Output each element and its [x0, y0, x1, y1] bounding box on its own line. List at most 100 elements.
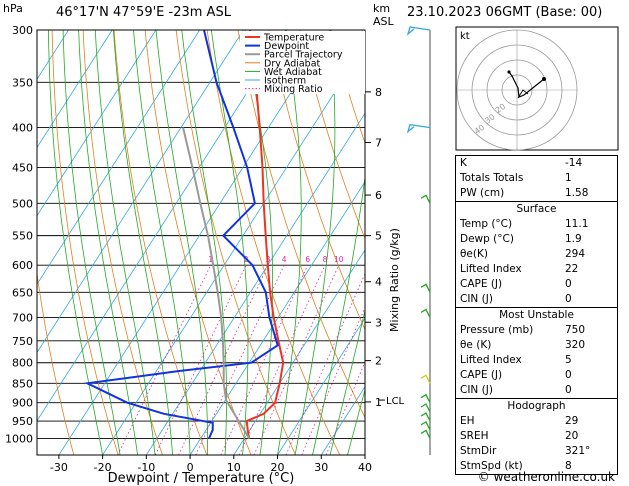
most-unstable-row: CIN (J) 0	[456, 383, 617, 398]
temp-tick-label: 20	[271, 461, 285, 474]
location-title: 46°17'N 47°59'E -23m ASL	[56, 5, 232, 20]
hodograph-stat-value: 321°	[565, 445, 591, 457]
wet-adiabat-line	[181, 30, 227, 455]
legend-label: Mixing Ratio	[264, 84, 323, 95]
surface-row: CAPE (J) 0	[456, 277, 617, 292]
pressure-tick-label: 1000	[5, 432, 33, 445]
mixing-ratio-line	[154, 265, 247, 455]
most-unstable-label: θe (K)	[460, 339, 492, 351]
legend-label: Isotherm	[264, 76, 306, 87]
most-unstable-row: CAPE (J) 0	[456, 368, 617, 383]
wind-barb	[420, 374, 431, 384]
surface-label: CAPE (J)	[460, 278, 503, 290]
hodograph-stat-row: StmDir 321°	[456, 444, 617, 459]
dry-adiabat-line	[268, 30, 365, 331]
isotherm-line	[145, 112, 365, 455]
credit-text: © weatheronline.co.uk	[477, 470, 615, 484]
surface-value: 294	[565, 248, 586, 260]
wet-adiabat-line	[62, 30, 121, 455]
most-unstable-label: CAPE (J)	[460, 369, 503, 381]
wet-adiabat-line	[347, 388, 365, 455]
surface-row: CIN (J) 0	[456, 292, 617, 307]
axes: 3003504004505005506006507007508008509009…	[5, 24, 405, 474]
profile-lines	[83, 30, 285, 439]
temp-tick-label: -30	[50, 461, 68, 474]
dry-adiabat-line	[51, 30, 119, 455]
surface-label: θe(K)	[460, 248, 488, 260]
km-label-bottom: ASL	[373, 15, 395, 28]
hodograph-stat-label: SREH	[460, 430, 489, 442]
datetime-title: 23.10.2023 06GMT (Base: 00)	[407, 5, 602, 20]
wet-adiabat-line	[78, 30, 138, 455]
surface-row: Dewp (°C) 1.9	[456, 232, 617, 247]
dry-adiabat-line	[82, 30, 163, 455]
dry-adiabat-line	[113, 30, 208, 455]
surface-value: 0	[565, 278, 572, 290]
temp-tick-label: 40	[358, 461, 372, 474]
x-axis-label: Dewpoint / Temperature (°C)	[108, 471, 295, 486]
surface-value: 22	[565, 263, 579, 275]
isotherm-line	[37, 30, 288, 422]
mixing-ratio-line	[253, 265, 340, 455]
legend-box	[240, 31, 365, 94]
surface-label: Lifted Index	[460, 263, 522, 275]
most-unstable-title: Most Unstable	[456, 307, 617, 323]
isotherm-line	[189, 180, 365, 455]
hodograph-table-title: Hodograph	[456, 398, 617, 414]
wet-adiabat-line	[312, 174, 365, 455]
km-tick-label: 5	[375, 230, 382, 243]
mixing-ratio-line	[238, 265, 326, 455]
surface-row: θe(K) 294	[456, 247, 617, 262]
mixing-ratio-line	[285, 272, 365, 455]
hpa-label: hPa	[3, 2, 23, 15]
surface-label: Dewp (°C)	[460, 233, 514, 245]
legend-label: Wet Adiabat	[264, 67, 322, 78]
most-unstable-row: θe (K) 320	[456, 338, 617, 353]
most-unstable-label: CIN (J)	[460, 384, 493, 396]
surface-row: Temp (°C) 11.1	[456, 217, 617, 232]
surface-value: 11.1	[565, 218, 589, 230]
index-label: K	[460, 157, 467, 169]
indices-panel: K -14 Totals Totals 1 PW (cm) 1.58 Surface Te…	[455, 155, 618, 475]
surface-value: 1.9	[565, 233, 582, 245]
temp-tick-label: -20	[94, 461, 112, 474]
hodograph-stat-label: StmSpd (kt)	[460, 460, 523, 472]
index-row: K -14	[456, 156, 617, 171]
dry-adiabat-line	[299, 30, 365, 240]
isotherm-line	[37, 30, 113, 149]
pressure-tick-label: 400	[12, 122, 33, 135]
index-label: PW (cm)	[460, 187, 505, 199]
isotherm-line	[277, 317, 365, 455]
km-tick-label: 1	[375, 396, 382, 409]
temperature-line	[245, 30, 285, 439]
wet-adiabat-line	[94, 30, 156, 455]
wind-barb	[420, 283, 431, 293]
hodograph-stat-label: StmDir	[460, 445, 497, 457]
pressure-tick-label: 550	[12, 230, 33, 243]
hodograph-frame	[455, 26, 619, 151]
temp-tick-label: 0	[187, 461, 194, 474]
isotherm-line	[37, 30, 201, 285]
dry-adiabat-line	[144, 30, 252, 455]
wet-adiabat-line	[277, 30, 302, 455]
lcl-label: LCL	[386, 396, 405, 407]
wind-barb	[420, 429, 431, 439]
hodograph-endpoint	[542, 77, 546, 81]
most-unstable-value: 0	[565, 369, 572, 381]
mixing-ratio-label: 10	[334, 255, 344, 264]
most-unstable-row: Lifted Index 5	[456, 353, 617, 368]
wet-adiabat-line	[155, 30, 209, 455]
pressure-tick-label: 450	[12, 162, 33, 175]
most-unstable-label: Pressure (mb)	[460, 324, 534, 336]
temp-tick-label: 30	[314, 461, 328, 474]
dewpoint-line	[83, 30, 279, 439]
surface-label: CIN (J)	[460, 293, 493, 305]
hodograph-unit-label: kt	[460, 31, 470, 42]
mixing-ratio-label: 6	[305, 255, 310, 264]
index-value: 1.58	[565, 187, 589, 199]
pressure-tick-label: 500	[12, 197, 33, 210]
km-tick-label: 2	[375, 355, 382, 368]
wind-barb	[420, 403, 431, 413]
wind-barb	[420, 194, 431, 204]
legend-label: Temperature	[263, 33, 324, 44]
